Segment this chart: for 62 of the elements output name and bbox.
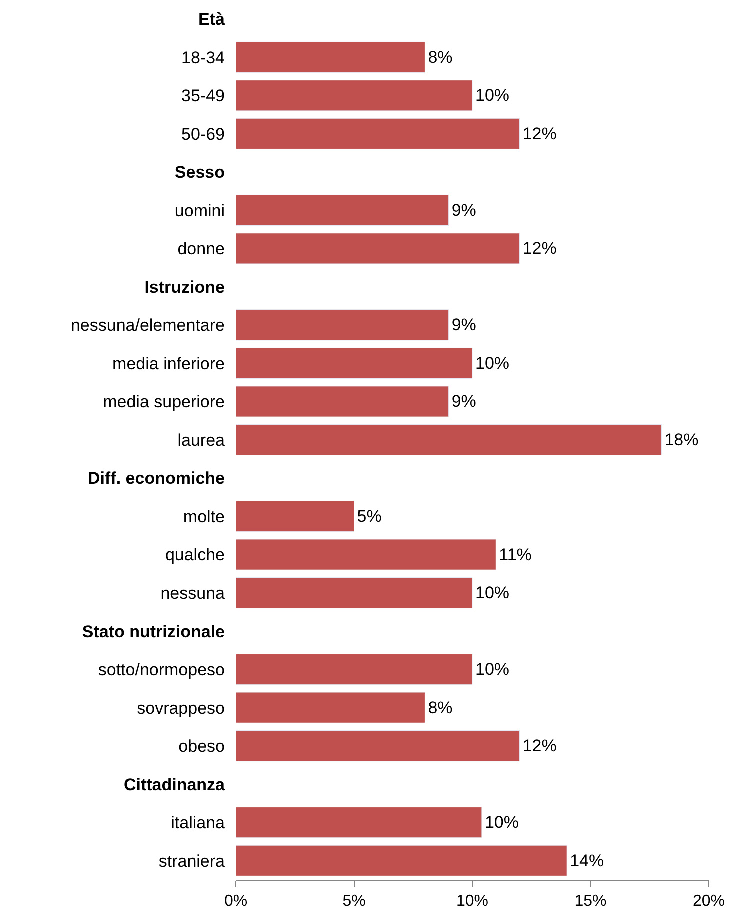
x-tick-label: 15% — [574, 893, 607, 910]
data-label: 10% — [476, 86, 510, 106]
data-label: 10% — [476, 660, 510, 680]
data-label: 12% — [522, 124, 557, 144]
bar — [236, 118, 520, 150]
y-tick-label: Età — [198, 10, 226, 30]
bar — [236, 42, 426, 73]
bar — [236, 233, 520, 264]
y-tick-label: Stato nutrizionale — [82, 622, 225, 642]
bar — [236, 310, 450, 341]
data-label: 9% — [452, 392, 476, 412]
y-tick-label: 35-49 — [182, 86, 225, 106]
bar — [236, 80, 473, 112]
y-tick-label: laurea — [178, 430, 226, 450]
y-tick-label: 50-69 — [182, 124, 225, 144]
data-label: 10% — [476, 584, 510, 603]
bar — [236, 386, 450, 418]
y-tick-label: media superiore — [103, 392, 225, 412]
y-tick-label: Cittadinanza — [124, 775, 226, 794]
data-label: 8% — [428, 698, 453, 718]
y-tick-label: molte — [183, 507, 225, 526]
y-tick-label: sovrappeso — [137, 698, 225, 718]
bar — [236, 730, 520, 762]
y-tick-label: media inferiore — [112, 354, 225, 374]
x-tick-label: 5% — [342, 893, 366, 910]
y-tick-label: italiana — [171, 814, 226, 833]
bar — [236, 424, 662, 456]
bar — [236, 845, 568, 876]
y-tick-label: sotto/normopeso — [98, 660, 225, 680]
data-label: 18% — [664, 430, 699, 450]
data-label: 8% — [428, 48, 453, 67]
y-tick-label: Sesso — [174, 163, 225, 182]
y-tick-label: Diff. economiche — [88, 469, 225, 488]
bar — [236, 500, 354, 532]
bar — [236, 577, 473, 609]
y-tick-label: nessuna/elementare — [70, 316, 225, 336]
x-tick-label: 20% — [692, 893, 726, 910]
bar — [236, 194, 450, 226]
bar — [236, 539, 496, 570]
data-label: 14% — [570, 851, 604, 870]
bar — [236, 654, 473, 686]
y-tick-label: 18-34 — [182, 48, 225, 68]
y-tick-label: donne — [178, 240, 225, 259]
bar — [236, 807, 482, 838]
y-tick-label: uomini — [174, 201, 225, 220]
bar — [236, 348, 473, 380]
data-label: 10% — [476, 354, 510, 373]
y-tick-label: nessuna — [160, 584, 226, 603]
data-label: 10% — [484, 813, 519, 832]
data-label: 9% — [452, 316, 476, 335]
data-label: 11% — [499, 545, 532, 564]
data-label: 12% — [522, 736, 557, 756]
y-tick-label: straniera — [158, 852, 226, 871]
y-tick-label: obeso — [178, 737, 225, 756]
data-label: 9% — [452, 200, 476, 220]
x-tick-label: 10% — [456, 893, 489, 910]
data-label: 12% — [522, 239, 557, 258]
x-tick-label: 0% — [224, 893, 248, 910]
y-tick-label: qualche — [165, 546, 225, 565]
data-label: 5% — [357, 507, 382, 526]
y-tick-label: Istruzione — [144, 278, 225, 297]
bar — [236, 692, 426, 724]
